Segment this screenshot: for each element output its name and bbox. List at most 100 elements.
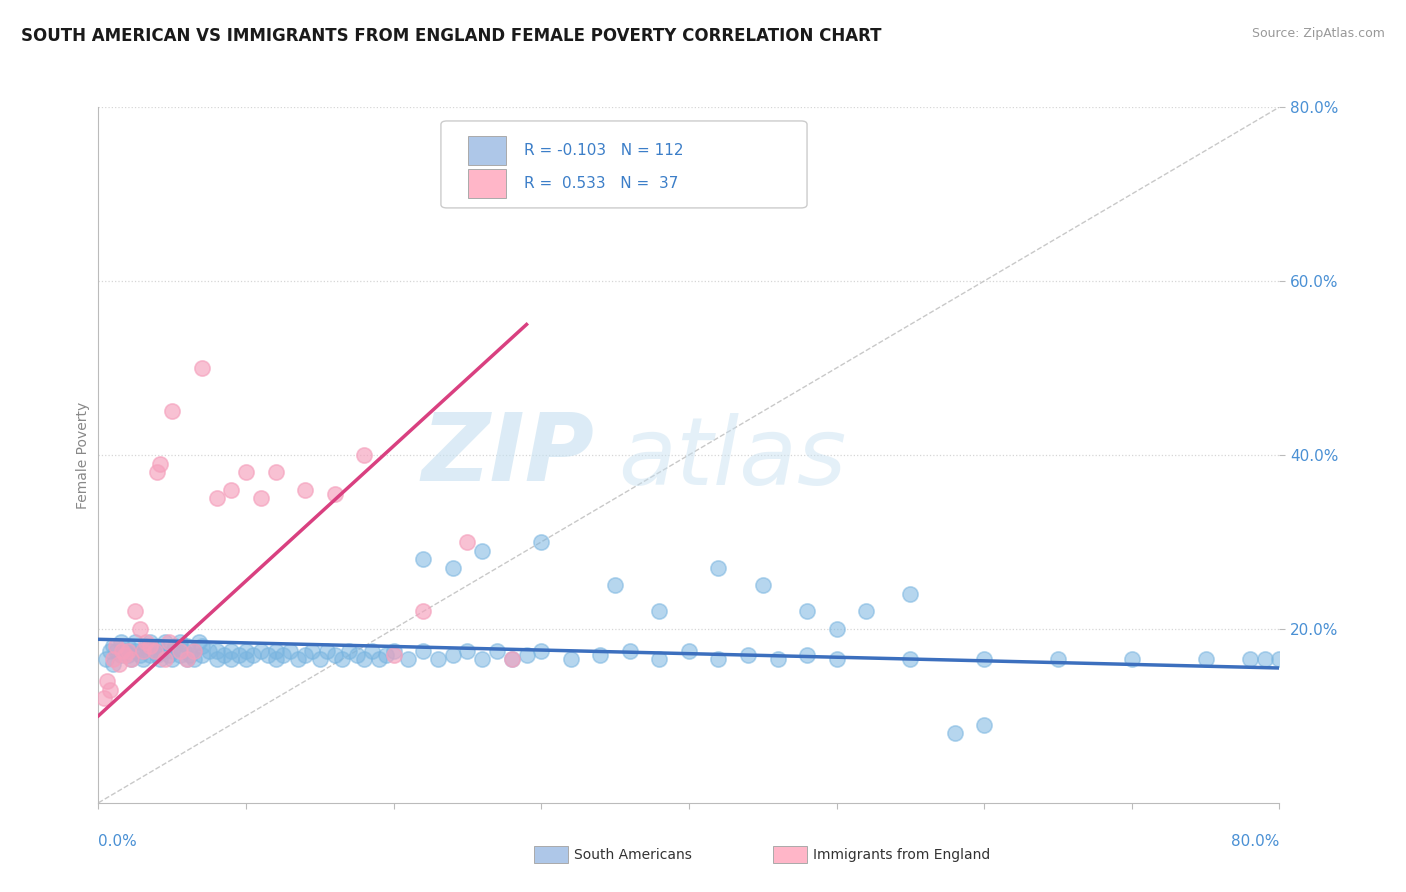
Point	[157, 635, 180, 649]
Point	[257, 648, 280, 662]
Point	[162, 404, 183, 418]
Point	[412, 552, 434, 566]
Point	[1046, 652, 1069, 666]
Point	[98, 682, 121, 697]
Point	[132, 652, 155, 666]
Point	[751, 578, 773, 592]
Point	[560, 652, 582, 666]
Point	[323, 648, 346, 662]
Point	[796, 648, 818, 662]
Point	[143, 643, 166, 657]
Point	[165, 639, 187, 653]
Point	[183, 643, 205, 657]
Point	[103, 639, 125, 653]
Point	[153, 652, 176, 666]
Point	[707, 652, 730, 666]
Point	[346, 648, 368, 662]
Point	[412, 605, 434, 619]
Point	[1254, 652, 1277, 666]
Point	[471, 543, 494, 558]
Point	[825, 652, 848, 666]
Point	[128, 648, 150, 662]
Point	[153, 643, 176, 657]
Point	[441, 561, 464, 575]
Point	[169, 643, 191, 657]
Point	[111, 643, 134, 657]
Point	[146, 639, 169, 653]
Point	[330, 652, 353, 666]
Point	[501, 652, 523, 666]
Point	[678, 643, 700, 657]
Text: SOUTH AMERICAN VS IMMIGRANTS FROM ENGLAND FEMALE POVERTY CORRELATION CHART: SOUTH AMERICAN VS IMMIGRANTS FROM ENGLAN…	[21, 27, 882, 45]
Point	[648, 652, 671, 666]
Text: atlas: atlas	[619, 413, 846, 504]
Point	[235, 643, 257, 657]
Point	[176, 652, 198, 666]
Point	[250, 491, 273, 506]
Point	[294, 648, 316, 662]
Point	[110, 635, 132, 649]
Point	[973, 652, 995, 666]
Point	[120, 652, 142, 666]
Point	[219, 483, 242, 497]
Point	[368, 652, 391, 666]
Point	[103, 652, 125, 666]
Point	[205, 643, 228, 657]
Point	[179, 648, 201, 662]
FancyBboxPatch shape	[441, 121, 807, 208]
Point	[235, 466, 257, 480]
Point	[93, 691, 115, 706]
Point	[219, 652, 242, 666]
Point	[205, 491, 228, 506]
Point	[900, 587, 922, 601]
Point	[139, 648, 162, 662]
Point	[486, 643, 509, 657]
Point	[117, 643, 139, 657]
Point	[382, 648, 405, 662]
Point	[737, 648, 759, 662]
Point	[120, 652, 142, 666]
Text: R = -0.103   N = 112: R = -0.103 N = 112	[523, 144, 683, 159]
Point	[110, 648, 132, 662]
Point	[250, 643, 273, 657]
Point	[1268, 652, 1291, 666]
Point	[146, 466, 169, 480]
Point	[589, 648, 612, 662]
Point	[173, 643, 195, 657]
Point	[105, 639, 128, 653]
Point	[301, 643, 323, 657]
Point	[264, 643, 287, 657]
Point	[456, 643, 478, 657]
Text: R =  0.533   N =  37: R = 0.533 N = 37	[523, 176, 678, 191]
Point	[271, 648, 294, 662]
Point	[212, 648, 235, 662]
Point	[132, 643, 155, 657]
Point	[124, 605, 146, 619]
Point	[149, 457, 172, 471]
Point	[766, 652, 789, 666]
Point	[648, 605, 671, 619]
Point	[360, 643, 382, 657]
Point	[900, 652, 922, 666]
Point	[396, 652, 419, 666]
Point	[1195, 652, 1218, 666]
Point	[157, 648, 180, 662]
Point	[128, 622, 150, 636]
Y-axis label: Female Poverty: Female Poverty	[76, 401, 90, 508]
Point	[117, 648, 139, 662]
Point	[382, 643, 405, 657]
Point	[605, 578, 627, 592]
Point	[169, 648, 191, 662]
Point	[323, 487, 346, 501]
Point	[135, 639, 157, 653]
Point	[94, 652, 117, 666]
Point	[353, 652, 375, 666]
Point	[198, 643, 221, 657]
Point	[187, 635, 209, 649]
Point	[98, 643, 121, 657]
Point	[796, 605, 818, 619]
Point	[619, 643, 641, 657]
FancyBboxPatch shape	[468, 136, 506, 166]
Text: ZIP: ZIP	[422, 409, 595, 501]
Text: 80.0%: 80.0%	[1232, 834, 1279, 849]
